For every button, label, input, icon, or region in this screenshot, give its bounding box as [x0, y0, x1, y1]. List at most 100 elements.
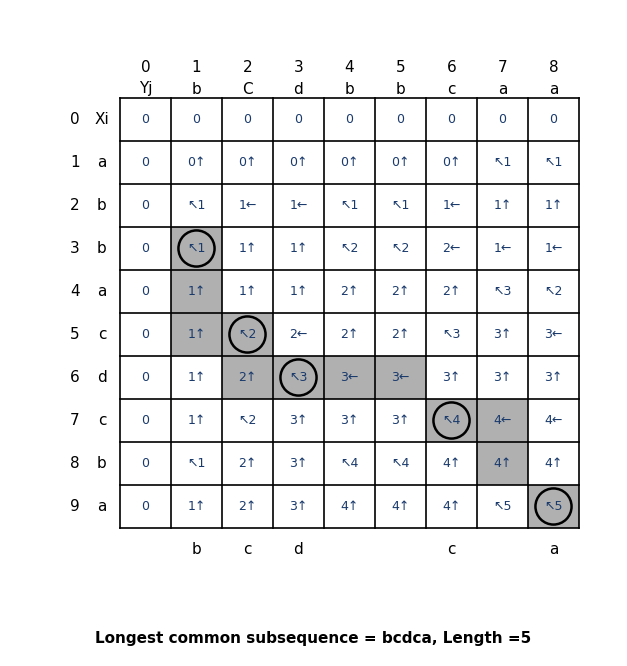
Text: a: a: [549, 81, 558, 97]
Text: C: C: [242, 81, 253, 97]
Text: ↖2: ↖2: [391, 242, 409, 255]
Text: d: d: [293, 543, 303, 557]
Text: 1: 1: [70, 155, 80, 170]
Text: b: b: [97, 198, 107, 213]
Text: 0: 0: [142, 199, 149, 212]
Bar: [273, 356, 324, 399]
Text: 1↑: 1↑: [187, 285, 206, 298]
Text: 0: 0: [142, 156, 149, 169]
Text: ↖3: ↖3: [493, 285, 512, 298]
Text: 0: 0: [142, 371, 149, 384]
Text: 0: 0: [142, 457, 149, 470]
Text: Yj: Yj: [139, 81, 152, 97]
Text: ↖2: ↖2: [238, 328, 256, 341]
Text: 0: 0: [345, 113, 354, 126]
Bar: [477, 399, 528, 442]
Text: 3↑: 3↑: [289, 414, 308, 427]
Text: 0: 0: [192, 113, 201, 126]
Text: 4: 4: [345, 61, 354, 75]
Bar: [171, 313, 222, 356]
Text: 3↑: 3↑: [493, 328, 512, 341]
Text: 1↑: 1↑: [238, 242, 256, 255]
Text: 0: 0: [142, 113, 149, 126]
Text: 0↑: 0↑: [442, 156, 461, 169]
Text: b: b: [396, 81, 406, 97]
Text: a: a: [97, 155, 107, 170]
Text: ↖1: ↖1: [187, 242, 206, 255]
Text: Xi: Xi: [95, 112, 109, 127]
Text: ↖1: ↖1: [187, 457, 206, 470]
Text: 3↑: 3↑: [544, 371, 562, 384]
Text: 1←: 1←: [238, 199, 256, 212]
Text: c: c: [243, 543, 252, 557]
Text: ↖2: ↖2: [238, 414, 256, 427]
Bar: [477, 442, 528, 485]
Text: 6: 6: [70, 370, 80, 385]
Text: 3↑: 3↑: [289, 457, 308, 470]
Text: 0↑: 0↑: [238, 156, 256, 169]
Text: ↖1: ↖1: [544, 156, 562, 169]
Text: 0↑: 0↑: [391, 156, 410, 169]
Text: 4↑: 4↑: [340, 500, 359, 513]
Text: 0↑: 0↑: [187, 156, 206, 169]
Text: ↖1: ↖1: [187, 199, 206, 212]
Text: ↖1: ↖1: [391, 199, 409, 212]
Bar: [375, 356, 426, 399]
Text: 3↑: 3↑: [493, 371, 512, 384]
Text: 4↑: 4↑: [442, 457, 461, 470]
Text: 3: 3: [70, 241, 80, 256]
Text: 1: 1: [192, 61, 201, 75]
Text: Longest common subsequence = bcdca, Length =5: Longest common subsequence = bcdca, Leng…: [95, 631, 532, 645]
Text: c: c: [98, 327, 106, 342]
Text: d: d: [97, 370, 107, 385]
Text: b: b: [97, 241, 107, 256]
Text: 4: 4: [70, 284, 80, 299]
Text: 3↑: 3↑: [442, 371, 461, 384]
Bar: [222, 356, 273, 399]
Text: 7: 7: [498, 61, 507, 75]
Bar: [426, 399, 477, 442]
Text: 2: 2: [70, 198, 80, 213]
Text: 2↑: 2↑: [340, 328, 359, 341]
Text: ↖4: ↖4: [442, 414, 461, 427]
Text: 4↑: 4↑: [544, 457, 562, 470]
Text: ↖5: ↖5: [493, 500, 512, 513]
Text: 9: 9: [70, 499, 80, 514]
Text: 4↑: 4↑: [493, 457, 512, 470]
Text: ↖1: ↖1: [340, 199, 359, 212]
Text: ↖4: ↖4: [340, 457, 359, 470]
Text: c: c: [98, 413, 106, 428]
Text: 2↑: 2↑: [391, 285, 409, 298]
Text: 0: 0: [243, 113, 251, 126]
Text: 2↑: 2↑: [238, 457, 256, 470]
Text: 3↑: 3↑: [340, 414, 359, 427]
Text: 0: 0: [142, 500, 149, 513]
Text: a: a: [549, 543, 558, 557]
Text: 2↑: 2↑: [238, 371, 256, 384]
Text: 1↑: 1↑: [238, 285, 256, 298]
Text: ↖3: ↖3: [289, 371, 308, 384]
Text: 4↑: 4↑: [391, 500, 409, 513]
Text: ↖2: ↖2: [340, 242, 359, 255]
Text: 7: 7: [70, 413, 80, 428]
Text: 6: 6: [446, 61, 456, 75]
Text: 8: 8: [70, 456, 80, 471]
Text: c: c: [447, 81, 456, 97]
Text: b: b: [192, 543, 201, 557]
Text: 1↑: 1↑: [187, 414, 206, 427]
Text: 0: 0: [142, 328, 149, 341]
Text: b: b: [192, 81, 201, 97]
Text: 1↑: 1↑: [187, 328, 206, 341]
Text: a: a: [97, 499, 107, 514]
Text: 3: 3: [293, 61, 303, 75]
Text: 2↑: 2↑: [442, 285, 461, 298]
Text: 0: 0: [142, 242, 149, 255]
Text: 0↑: 0↑: [340, 156, 359, 169]
Bar: [528, 485, 579, 528]
Text: 0: 0: [295, 113, 302, 126]
Bar: [222, 313, 273, 356]
Text: 2←: 2←: [289, 328, 308, 341]
Text: 3↑: 3↑: [289, 500, 308, 513]
Text: b: b: [345, 81, 354, 97]
Text: 3←: 3←: [340, 371, 359, 384]
